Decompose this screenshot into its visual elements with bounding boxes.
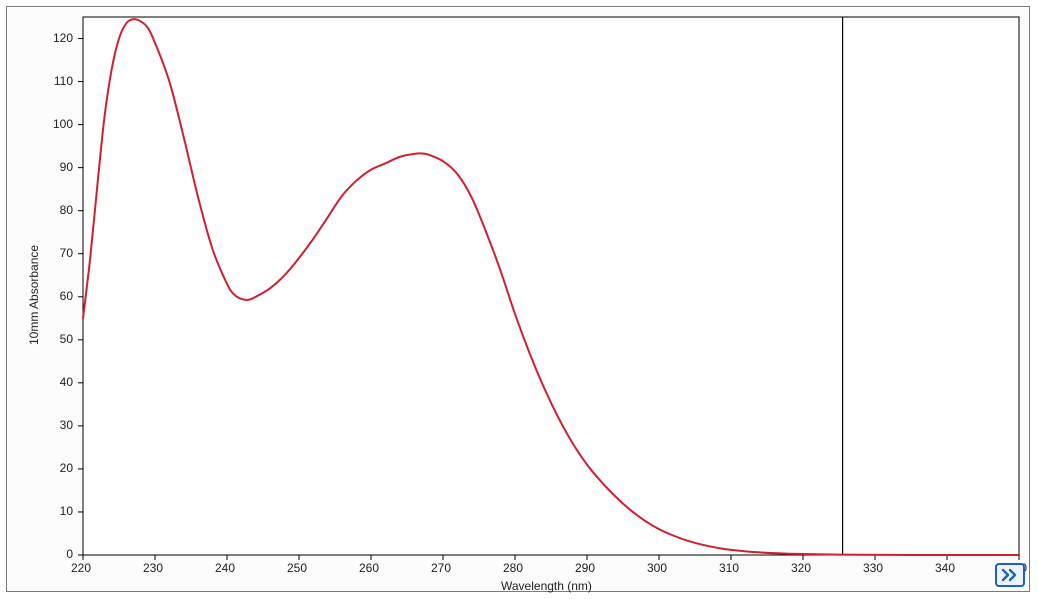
x-tick-label: 290 (575, 561, 595, 575)
x-tick-label: 270 (431, 561, 451, 575)
x-tick-label: 340 (935, 561, 955, 575)
y-tick-label: 90 (60, 160, 73, 174)
y-tick-label: 0 (66, 547, 73, 561)
chart-frame: 10mm Absorbance Wavelength (nm) 220 230 24… (6, 6, 1030, 592)
x-tick-label: 240 (215, 561, 235, 575)
y-tick-label: 50 (60, 332, 73, 346)
x-axis-title: Wavelength (nm) (501, 579, 592, 593)
x-tick-label: 280 (503, 561, 523, 575)
x-tick-label: 250 (287, 561, 307, 575)
x-tick-label: 220 (71, 561, 91, 575)
expand-badge[interactable] (995, 563, 1025, 587)
y-tick-label: 10 (60, 504, 73, 518)
y-tick-label: 120 (53, 31, 73, 45)
x-tick-label: 310 (719, 561, 739, 575)
y-tick-label: 60 (60, 289, 73, 303)
y-tick-label: 80 (60, 203, 73, 217)
y-tick-label: 40 (60, 375, 73, 389)
y-tick-label: 110 (54, 74, 73, 88)
x-tick-label: 320 (791, 561, 811, 575)
x-tick-label: 330 (863, 561, 883, 575)
y-tick-label: 70 (60, 246, 73, 260)
y-tick-label: 20 (60, 461, 73, 475)
y-tick-label: 100 (53, 117, 73, 131)
x-tick-label: 300 (647, 561, 667, 575)
y-axis-title: 10mm Absorbance (27, 245, 41, 345)
y-tick-label: 30 (60, 418, 73, 432)
double-chevron-right-icon (1001, 568, 1019, 582)
x-tick-label: 230 (143, 561, 163, 575)
spectrum-chart (7, 7, 1031, 593)
x-tick-label: 260 (359, 561, 379, 575)
